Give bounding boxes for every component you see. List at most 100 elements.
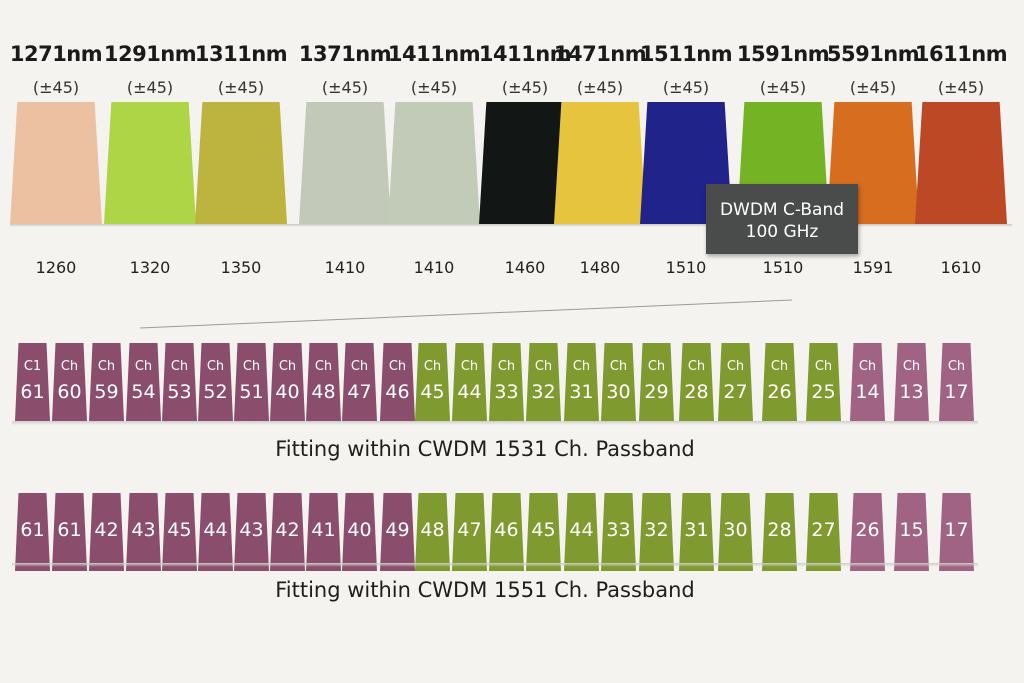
dwdm-channel: Ch 46	[380, 343, 415, 421]
channel-number: 61	[57, 519, 82, 541]
band-wavelength-label: 5591nm	[826, 42, 920, 66]
channel-tag: Ch	[534, 359, 553, 374]
channel-number: 33	[606, 519, 631, 541]
dwdm-channel: 17	[939, 493, 974, 571]
channel-number: 32	[644, 519, 669, 541]
channel-tag: Ch	[388, 359, 407, 374]
dwdm-channel: 30	[718, 493, 753, 571]
dwdm-channel: Ch 40	[270, 343, 305, 421]
dwdm-channel: Ch 60	[52, 343, 87, 421]
dwdm-channel: Ch 59	[89, 343, 124, 421]
dwdm-channel: Ch 53	[162, 343, 197, 421]
band-passband-shape	[915, 102, 1007, 224]
dwdm-channel: 49	[380, 493, 415, 571]
dwdm-channel: C1 61	[15, 343, 50, 421]
band-wavelength-label: 1411nm	[387, 42, 481, 66]
connector-line	[140, 299, 793, 329]
channel-number: 29	[644, 381, 669, 403]
channel-number: 14	[855, 381, 880, 403]
channel-number: 46	[385, 381, 410, 403]
channel-tag: Ch	[497, 359, 516, 374]
dwdm-channel: Ch 33	[489, 343, 524, 421]
channel-number: 31	[569, 381, 594, 403]
channel-number: 40	[347, 519, 372, 541]
dwdm-channel: Ch 17	[939, 343, 974, 421]
dwdm-channel: Ch 27	[718, 343, 753, 421]
dwdm-channel: 48	[415, 493, 450, 571]
channel-number: 27	[811, 519, 836, 541]
dwdm-channel: Ch 14	[850, 343, 885, 421]
channel-number: 54	[131, 381, 156, 403]
band-lower-edge-label: 1460	[504, 258, 546, 277]
band-wavelength-label: 1371nm	[298, 42, 392, 66]
channel-number: 43	[131, 519, 156, 541]
band-tolerance-label: (±45)	[217, 78, 265, 97]
dwdm-channel: Ch 54	[126, 343, 161, 421]
callout-spacing: 100 GHz	[745, 222, 819, 242]
caption-1551-passband: Fitting within CWDM 1551 Ch. Passband	[275, 578, 695, 602]
channel-number: 47	[457, 519, 482, 541]
channel-number: 43	[239, 519, 264, 541]
channel-tag: Ch	[814, 359, 833, 374]
dwdm-channel: 61	[52, 493, 87, 571]
channel-number: 44	[203, 519, 228, 541]
band-passband-shape	[554, 102, 646, 224]
channel-tag: Ch	[460, 359, 479, 374]
channel-tag: Ch	[206, 359, 225, 374]
channel-number: 44	[569, 519, 594, 541]
channel-tag: Ch	[314, 359, 333, 374]
band-wavelength-label: 1311nm	[194, 42, 288, 66]
cwdm-band: 1311nm (±45) 1350	[195, 0, 288, 290]
dwdm-channel-row-1531: C1 61 Ch 60 Ch 59 Ch 54 Ch 53 Ch 52 Ch 51 Ch 40 Ch 48 Ch 47…	[0, 343, 1024, 423]
channel-number: 42	[94, 519, 119, 541]
channel-number: 26	[855, 519, 880, 541]
band-wavelength-label: 1471nm	[553, 42, 647, 66]
dwdm-channel: 42	[270, 493, 305, 571]
channel-tag: Ch	[278, 359, 297, 374]
cwdm-band: 1291nm (±45) 1320	[104, 0, 197, 290]
band-lower-edge-label: 1350	[220, 258, 262, 277]
channel-number: 28	[767, 519, 792, 541]
dwdm-channel: Ch 29	[639, 343, 674, 421]
band-passband-shape	[388, 102, 480, 224]
callout-title: DWDM C-Band	[719, 200, 845, 220]
cwdm-band: 1371nm (±45) 1410	[299, 0, 392, 290]
dwdm-channel: 32	[639, 493, 674, 571]
dwdm-channel: 41	[306, 493, 341, 571]
channel-number: 45	[420, 381, 445, 403]
channel-tag: Ch	[134, 359, 153, 374]
band-tolerance-label: (±45)	[759, 78, 807, 97]
band-lower-edge-label: 1480	[579, 258, 621, 277]
dwdm-channel: Ch 32	[526, 343, 561, 421]
cwdm-band: 1511nm (±45) 1510	[640, 0, 733, 290]
dwdm-channel: Ch 45	[415, 343, 450, 421]
dwdm-channel: Ch 48	[306, 343, 341, 421]
dwdm-channel: 27	[806, 493, 841, 571]
dwdm-channel: 15	[894, 493, 929, 571]
channel-number: 51	[239, 381, 264, 403]
dwdm-channel: 44	[564, 493, 599, 571]
channel-tag: Ch	[902, 359, 921, 374]
channel-tag: C1	[23, 359, 42, 374]
channel-number: 40	[275, 381, 300, 403]
dwdm-channel: 47	[452, 493, 487, 571]
dwdm-channel: 31	[679, 493, 714, 571]
band-wavelength-label: 1611nm	[914, 42, 1008, 66]
channel-tag: Ch	[770, 359, 789, 374]
band-tolerance-label: (±45)	[321, 78, 369, 97]
channel-number: 52	[203, 381, 228, 403]
band-row-shadow	[10, 224, 1012, 227]
band-tolerance-label: (±45)	[32, 78, 80, 97]
band-lower-edge-label: 1320	[129, 258, 171, 277]
channel-tag: Ch	[242, 359, 261, 374]
cwdm-band: 1271nm (±45) 1260	[10, 0, 103, 290]
channel-number: 15	[899, 519, 924, 541]
channel-number: 26	[767, 381, 792, 403]
cwdm-band-row: 1271nm (±45) 1260 1291nm (±45) 1320 1311nm (±45…	[0, 0, 1024, 290]
channel-number: 59	[94, 381, 119, 403]
band-wavelength-label: 1591nm	[736, 42, 830, 66]
channel-number: 32	[531, 381, 556, 403]
row-2-shadow	[12, 563, 978, 567]
dwdm-channel: Ch 52	[198, 343, 233, 421]
channel-tag: Ch	[350, 359, 369, 374]
